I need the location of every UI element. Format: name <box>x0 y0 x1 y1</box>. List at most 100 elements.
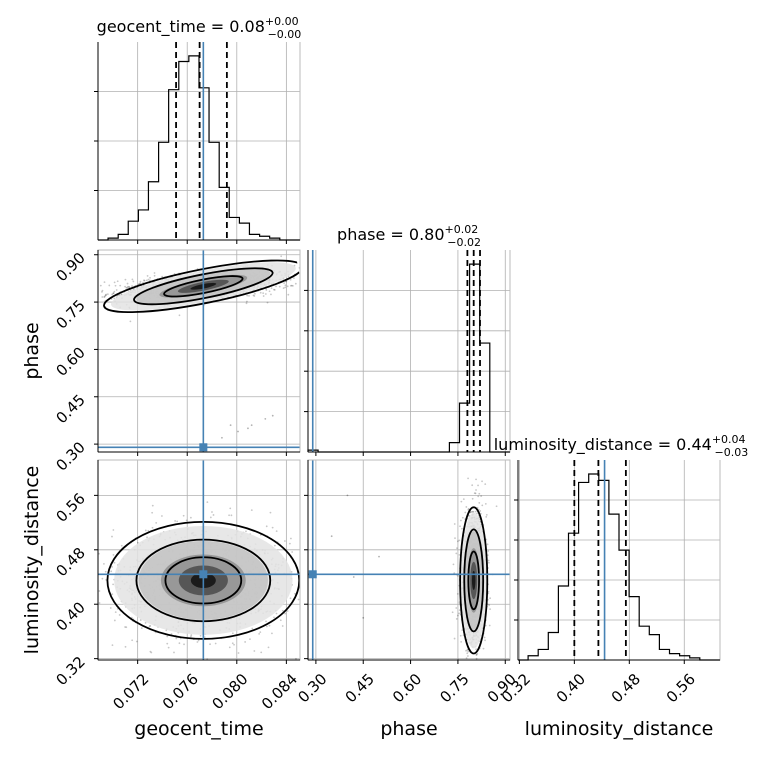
sample-point <box>230 514 233 517</box>
sample-point <box>305 614 307 616</box>
sample-point <box>140 627 143 630</box>
title-lower-error: −0.02 <box>447 236 481 249</box>
sample-point <box>131 285 133 287</box>
x-axis-label-phase: phase <box>380 718 437 740</box>
sample-point <box>147 278 150 281</box>
sample-point <box>161 275 164 278</box>
sample-point <box>111 644 114 647</box>
sample-point <box>253 295 256 297</box>
sample-point <box>124 285 126 288</box>
contour-line <box>163 275 244 298</box>
sample-point <box>304 264 306 266</box>
x-tick-label: 0.56 <box>663 670 699 706</box>
sample-point <box>495 505 498 508</box>
sample-point <box>301 274 303 276</box>
sample-point <box>114 611 117 614</box>
panel-title-geocent_time: geocent_time = 0.08+0.00 −0.00 <box>97 15 302 41</box>
sample-point <box>267 646 270 649</box>
title-lower-error: −0.03 <box>715 446 749 459</box>
sample-point <box>470 511 473 513</box>
sample-point <box>79 296 81 298</box>
sample-point <box>475 648 478 651</box>
sample-point <box>275 612 278 615</box>
sample-point <box>110 570 113 573</box>
sample-point <box>93 297 95 299</box>
sample-point <box>55 295 57 297</box>
sample-point <box>475 669 477 671</box>
sample-point <box>289 278 292 281</box>
sample-point <box>467 507 470 510</box>
sample-point <box>176 520 179 523</box>
sample-point <box>345 568 347 570</box>
sample-point <box>196 641 199 643</box>
sample-point <box>453 523 456 525</box>
sample-point <box>475 478 477 481</box>
sample-point <box>286 610 289 612</box>
sample-point <box>331 582 333 584</box>
sample-point <box>487 550 490 552</box>
sample-point <box>378 555 380 558</box>
truth-marker <box>199 443 208 452</box>
sample-point <box>149 624 152 627</box>
sample-point <box>273 616 275 619</box>
sample-point <box>112 292 115 295</box>
sample-point <box>151 511 154 514</box>
sample-point <box>250 424 253 427</box>
sample-point <box>84 294 86 296</box>
sample-point <box>456 592 459 595</box>
sample-point <box>146 536 148 539</box>
sample-point <box>139 280 142 283</box>
sample-point <box>464 511 467 514</box>
sample-point <box>259 631 262 633</box>
sample-point <box>127 285 129 288</box>
y-tick-label: 0.40 <box>52 598 88 634</box>
x-tick-label: 0.40 <box>553 670 589 706</box>
sample-point <box>251 627 254 630</box>
sample-point <box>86 287 88 289</box>
sample-point <box>88 295 90 297</box>
sample-point <box>86 300 88 302</box>
sample-point <box>294 592 296 595</box>
x-tick-label: 0.48 <box>608 670 644 706</box>
sample-point <box>259 291 262 294</box>
sample-point <box>362 616 365 619</box>
sample-point <box>273 289 276 291</box>
sample-point <box>484 639 486 642</box>
sample-point <box>479 510 482 512</box>
panel-frame <box>517 460 721 661</box>
density-contours <box>459 506 489 655</box>
sample-point <box>124 278 127 281</box>
sample-point <box>352 576 355 578</box>
sample-point <box>12 296 14 298</box>
sample-point <box>103 296 106 298</box>
sample-point <box>473 492 476 495</box>
sample-point <box>476 506 479 509</box>
sample-point <box>153 274 156 277</box>
sample-point <box>469 666 471 668</box>
sample-point <box>488 604 491 606</box>
y-tick-label: 0.56 <box>52 489 88 525</box>
sample-point <box>237 430 239 433</box>
sample-point <box>475 657 478 660</box>
sample-point <box>110 298 113 300</box>
sample-point <box>149 276 151 279</box>
sample-point <box>145 279 148 282</box>
sample-point <box>271 526 274 529</box>
sample-point <box>455 552 458 555</box>
sample-point <box>487 561 490 564</box>
sample-point <box>452 563 455 566</box>
sample-point <box>161 515 163 517</box>
sample-point <box>69 586 71 588</box>
sample-point <box>281 609 284 612</box>
sample-point <box>344 265 346 267</box>
sample-point <box>465 649 467 652</box>
frames-layer <box>94 42 721 664</box>
sample-point <box>211 511 213 513</box>
sample-point <box>474 492 477 495</box>
sample-point <box>275 285 277 288</box>
sample-point <box>109 607 112 609</box>
contour-line <box>467 550 480 611</box>
sample-point <box>228 646 231 649</box>
sample-point <box>290 284 293 287</box>
